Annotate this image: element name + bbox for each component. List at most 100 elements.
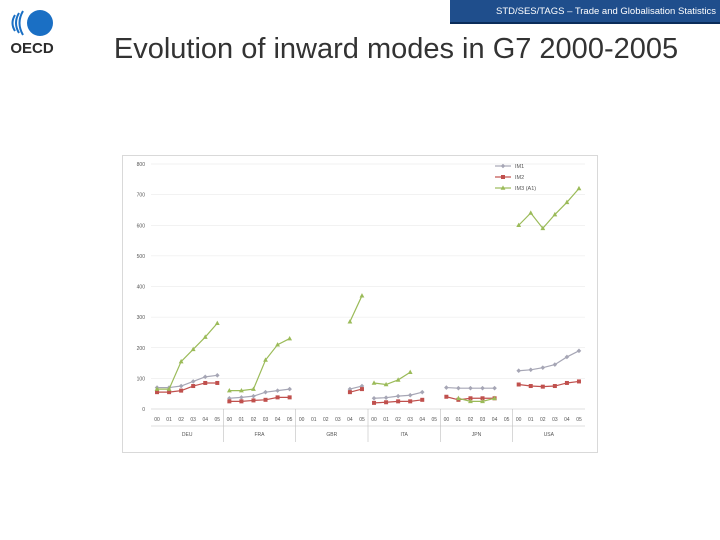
series-im3-a1-point — [552, 211, 558, 217]
series-im2-line — [157, 382, 218, 393]
x-tick-label: 03 — [480, 417, 486, 423]
x-tick-label: 00 — [371, 417, 377, 423]
x-tick-label: 03 — [190, 417, 196, 423]
x-tick-label: 02 — [178, 417, 184, 423]
slide-title: Evolution of inward modes in G7 2000-200… — [113, 33, 679, 65]
series-im2-point — [191, 384, 196, 389]
series-im1-point — [275, 388, 280, 393]
oecd-logo-icon: OECD — [10, 10, 54, 57]
series-im1-point — [456, 385, 461, 391]
series-im3-a1-point — [287, 335, 293, 341]
series-im3-a1-point — [214, 320, 220, 326]
series-im3-a1-point — [166, 386, 172, 391]
x-group-label: JPN — [472, 432, 482, 438]
series-im1-point — [480, 385, 485, 391]
series-im2-point — [155, 390, 160, 395]
series-im1-point — [251, 393, 256, 399]
series-im2-point — [564, 380, 569, 385]
y-tick-label: 300 — [137, 315, 146, 321]
series-im1-point — [190, 379, 196, 384]
series-im3-a1-line — [157, 322, 218, 390]
x-tick-label: 05 — [432, 417, 438, 423]
x-tick-label: 02 — [540, 417, 546, 423]
legend-im3-a1-marker — [500, 185, 506, 190]
series-im2-point — [359, 387, 364, 392]
series-im3-a1-line — [518, 188, 580, 230]
x-tick-label: 00 — [516, 417, 522, 423]
series-im2-point — [528, 384, 533, 389]
y-tick-label: 800 — [137, 162, 146, 168]
x-group-label: DEU — [182, 432, 193, 438]
series-im2-point — [239, 399, 244, 404]
x-tick-label: 01 — [239, 417, 245, 423]
series-im3-a1-point — [576, 185, 582, 191]
series-im3-a1-point — [407, 369, 413, 375]
series-im2-point — [203, 380, 208, 385]
x-tick-label: 01 — [166, 417, 172, 423]
series-im1-point — [492, 385, 497, 391]
series-im2-point — [167, 390, 172, 395]
series-im1-point — [202, 374, 208, 380]
series-im1-point — [528, 367, 534, 373]
series-im3-a1-point — [383, 381, 389, 387]
series-im3-a1-point — [528, 210, 534, 215]
series-im1-point — [178, 383, 184, 389]
x-tick-label: 04 — [564, 417, 570, 423]
series-im1-point — [576, 348, 582, 354]
series-im1-point — [215, 373, 220, 378]
series-im2-point — [215, 380, 220, 385]
x-tick-label: 02 — [323, 417, 329, 423]
series-im3-a1-line — [349, 295, 363, 322]
series-im3-a1-point — [263, 357, 268, 362]
series-im1-point — [552, 362, 558, 367]
series-im3-a1-point — [359, 293, 365, 298]
y-tick-label: 0 — [142, 407, 145, 413]
series-im2-point — [372, 400, 377, 405]
x-tick-label: 03 — [263, 417, 269, 423]
x-tick-label: 01 — [456, 417, 462, 423]
series-im1-point — [287, 386, 292, 392]
x-tick-label: 03 — [335, 417, 341, 423]
series-im3-a1-point — [251, 386, 256, 391]
series-im2-point — [540, 384, 545, 389]
x-tick-label: 05 — [287, 417, 293, 423]
series-im1-point — [407, 392, 413, 398]
header-bar: STD/SES/TAGS – Trade and Globalisation S… — [450, 0, 720, 24]
x-tick-label: 01 — [311, 417, 317, 423]
x-group-label: GBR — [326, 432, 337, 438]
y-tick-label: 600 — [137, 223, 146, 229]
y-tick-label: 400 — [137, 285, 146, 291]
series-im1-point — [540, 365, 546, 370]
series-im3-a1-point — [456, 395, 461, 401]
x-tick-label: 01 — [383, 417, 389, 423]
x-tick-label: 01 — [528, 417, 534, 423]
y-tick-label: 200 — [137, 346, 146, 352]
x-tick-label: 05 — [359, 417, 365, 423]
x-tick-label: 00 — [227, 417, 233, 423]
x-group-label: FRA — [255, 432, 266, 438]
legend-im3-a1-label: IM3 (A1) — [515, 186, 536, 192]
series-im2-point — [179, 388, 184, 393]
x-tick-label: 04 — [492, 417, 498, 423]
series-im2-point — [384, 400, 389, 405]
x-tick-label: 05 — [576, 417, 582, 423]
x-tick-label: 05 — [504, 417, 510, 423]
x-group-label: USA — [544, 432, 555, 438]
x-tick-label: 04 — [419, 417, 425, 423]
x-tick-label: 04 — [202, 417, 208, 423]
series-im2-point — [480, 396, 485, 401]
series-im2-line — [229, 396, 290, 402]
series-im3-a1-point — [480, 398, 485, 404]
x-tick-label: 04 — [347, 417, 353, 423]
oecd-logo-text: OECD — [10, 40, 54, 57]
series-im2-point — [396, 399, 401, 404]
series-im3-a1-point — [347, 319, 353, 324]
series-im1-point — [263, 389, 268, 395]
x-tick-label: 00 — [444, 417, 450, 423]
series-im1-point — [239, 395, 244, 400]
series-im2-line — [349, 388, 363, 393]
header-text: STD/SES/TAGS – Trade and Globalisation S… — [495, 6, 716, 17]
series-im1-point — [516, 368, 521, 374]
series-im3-a1-line — [229, 338, 290, 392]
series-im2-point — [347, 390, 352, 395]
